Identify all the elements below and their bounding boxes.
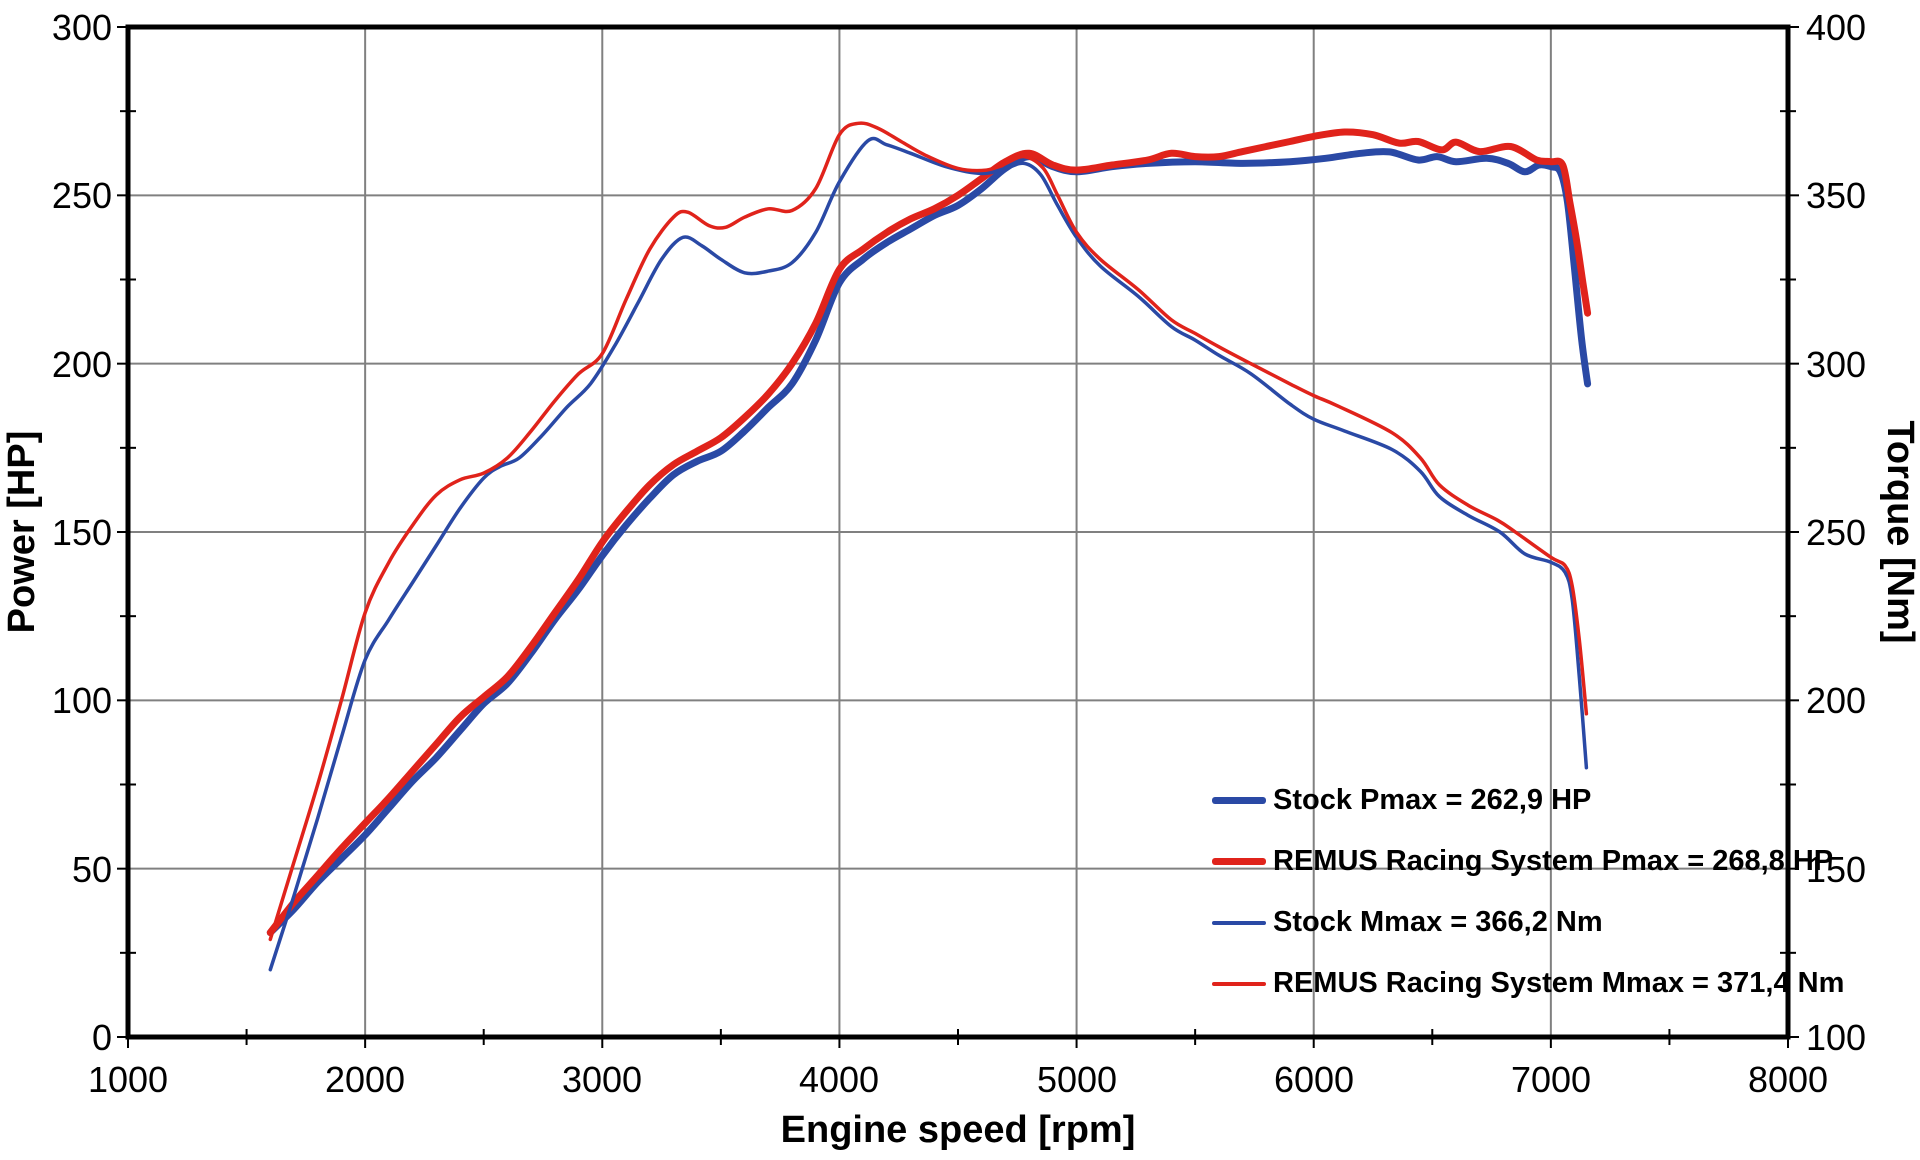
- torque-tick-label: 200: [1806, 680, 1866, 721]
- series-lines: [266, 121, 1592, 972]
- gridlines: [128, 27, 1788, 1037]
- series-line-stock-torque: [268, 136, 1589, 972]
- legend: Stock Pmax = 262,9 HP REMUS Racing Syste…: [1212, 770, 1844, 1014]
- x-tick-label: 3000: [562, 1059, 642, 1100]
- legend-row-stock-torque: Stock Mmax = 366,2 Nm: [1212, 892, 1844, 953]
- torque-tick-label: 250: [1806, 512, 1866, 553]
- legend-label: Stock Mmax = 366,2 Nm: [1273, 906, 1603, 938]
- power-tick-label: 300: [52, 7, 112, 48]
- x-tick-label: 1000: [88, 1059, 168, 1100]
- plot-frame: [125, 24, 1791, 1040]
- power-tick-label: 250: [52, 175, 112, 216]
- torque-axis-title: Torque [Nm]: [1879, 420, 1920, 643]
- x-tick-label: 5000: [1037, 1059, 1117, 1100]
- x-axis-title: Engine speed [rpm]: [781, 1109, 1136, 1151]
- power-tick-label: 50: [72, 849, 112, 890]
- legend-row-remus-power: REMUS Racing System Pmax = 268,8 HP: [1212, 831, 1844, 892]
- legend-label: REMUS Racing System Mmax = 371,4 Nm: [1273, 967, 1845, 999]
- x-tick-label: 6000: [1274, 1059, 1354, 1100]
- legend-swatch-remus-power: [1212, 858, 1266, 865]
- legend-swatch-stock-power: [1212, 797, 1266, 804]
- legend-label: Stock Pmax = 262,9 HP: [1273, 784, 1592, 816]
- torque-tick-label: 350: [1806, 175, 1866, 216]
- power-tick-label: 100: [52, 680, 112, 721]
- power-axis-title: Power [HP]: [1, 431, 43, 634]
- series-line-stock-power: [266, 148, 1592, 937]
- x-tick-label: 7000: [1511, 1059, 1591, 1100]
- legend-swatch-stock-torque: [1212, 920, 1266, 925]
- x-tick-label: 8000: [1748, 1059, 1828, 1100]
- legend-row-stock-power: Stock Pmax = 262,9 HP: [1212, 770, 1844, 831]
- legend-row-remus-torque: REMUS Racing System Mmax = 371,4 Nm: [1212, 953, 1844, 1014]
- x-tick-label: 4000: [799, 1059, 879, 1100]
- torque-tick-label: 100: [1806, 1017, 1866, 1058]
- power-tick-label: 200: [52, 344, 112, 385]
- torque-tick-label: 400: [1806, 7, 1866, 48]
- torque-tick-label: 300: [1806, 344, 1866, 385]
- series-line-remus-torque: [268, 121, 1589, 942]
- power-tick-label: 0: [92, 1017, 112, 1058]
- series-line-remus-power: [266, 128, 1592, 937]
- legend-label: REMUS Racing System Pmax = 268,8 HP: [1273, 845, 1834, 877]
- legend-swatch-remus-torque: [1212, 981, 1266, 986]
- x-tick-label: 2000: [325, 1059, 405, 1100]
- torque-tick-label: 150: [1806, 849, 1866, 890]
- power-tick-label: 150: [52, 512, 112, 553]
